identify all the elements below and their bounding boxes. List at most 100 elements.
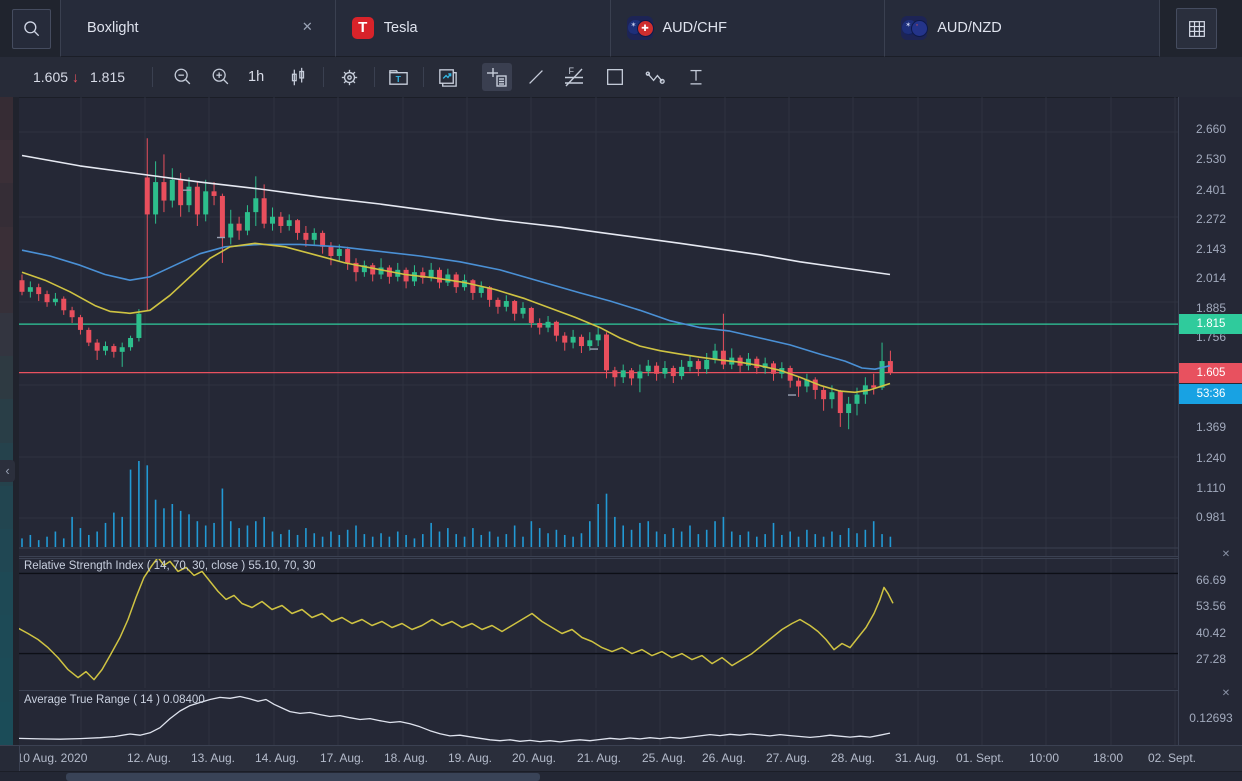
volume-bar bbox=[138, 461, 140, 547]
candle-body bbox=[211, 191, 217, 196]
volume-bar bbox=[497, 536, 499, 547]
horizontal-scrollbar bbox=[0, 771, 1242, 781]
volume-bar bbox=[764, 534, 766, 547]
volume-bar bbox=[271, 531, 274, 547]
time-axis-label: 10 Aug. 2020 bbox=[16, 751, 88, 765]
volume-bar bbox=[154, 499, 157, 547]
volume-bar bbox=[639, 522, 641, 547]
trend-line-tool-button[interactable] bbox=[524, 65, 548, 89]
volume-bar bbox=[422, 534, 424, 547]
candle-body bbox=[470, 280, 476, 293]
volume-bar bbox=[88, 534, 90, 547]
watchlist-color-block bbox=[0, 701, 13, 745]
rsi-line bbox=[19, 559, 894, 681]
tab-audchf[interactable]: ✚ AUD/CHF bbox=[610, 0, 886, 57]
volume-bar bbox=[321, 536, 324, 547]
time-axis-label: 19. Aug. bbox=[447, 751, 493, 765]
layout-grid-button[interactable] bbox=[1176, 8, 1217, 49]
zoom-out-icon bbox=[174, 68, 191, 85]
symbol-search-button[interactable] bbox=[12, 9, 51, 49]
volume-bar bbox=[104, 522, 107, 547]
rsi-pane-title: Relative Strength Index ( 14, 70, 30, cl… bbox=[24, 560, 316, 572]
price-axis[interactable]: 2.660 2.530 2.401 2.272 2.143 2.014 1.885 1.756… bbox=[1178, 97, 1242, 745]
volume-bar bbox=[455, 534, 457, 547]
volume-bar bbox=[255, 521, 257, 547]
volume-bar bbox=[680, 531, 683, 547]
candle-body bbox=[86, 329, 92, 343]
volume-bar bbox=[538, 528, 541, 547]
time-axis-label: 10:00 bbox=[1028, 751, 1060, 765]
zoom-out-button[interactable] bbox=[171, 65, 195, 89]
watchlist-color-block bbox=[0, 97, 13, 141]
volume-bar bbox=[672, 528, 675, 547]
volume-bar bbox=[847, 528, 850, 547]
rsi-indicator-pane[interactable] bbox=[19, 558, 1178, 688]
candle-body bbox=[704, 359, 710, 370]
candle-body bbox=[745, 358, 751, 366]
volume-bar bbox=[747, 531, 750, 547]
volume-bar bbox=[54, 531, 57, 547]
close-atr-pane-button[interactable]: ✕ bbox=[1221, 688, 1231, 699]
candle-body bbox=[403, 269, 409, 282]
volume-bar bbox=[263, 516, 265, 547]
volume-bar bbox=[62, 538, 65, 547]
volume-bar bbox=[789, 531, 791, 547]
tab-label: Boxlight bbox=[87, 20, 139, 36]
text-tool-button[interactable] bbox=[684, 65, 708, 89]
candle-body bbox=[437, 269, 442, 283]
fib-tool-button[interactable]: F bbox=[562, 65, 586, 89]
time-axis-label: 20. Aug. bbox=[511, 751, 557, 765]
scrollbar-handle[interactable] bbox=[66, 773, 540, 781]
volume-bar bbox=[221, 488, 224, 547]
candle-body bbox=[370, 265, 376, 275]
ma-yellow-line bbox=[21, 242, 891, 394]
atr-indicator-pane[interactable] bbox=[19, 690, 1178, 745]
volume-bar bbox=[597, 504, 599, 547]
tab-audnzd[interactable]: AUD/NZD bbox=[885, 0, 1160, 57]
ma-blue-line bbox=[21, 243, 891, 371]
tab-label: Tesla bbox=[383, 20, 418, 36]
expand-sidebar-button[interactable]: ‹ bbox=[0, 460, 15, 482]
settings-button[interactable] bbox=[337, 65, 361, 89]
candle-body bbox=[754, 358, 760, 369]
candle-body bbox=[303, 232, 309, 240]
rectangle-tool-button[interactable] bbox=[603, 65, 627, 89]
volume-bar bbox=[280, 534, 282, 547]
sidebar-gutter bbox=[13, 97, 19, 745]
candle-body bbox=[194, 186, 200, 215]
time-axis-label: 28. Aug. bbox=[830, 751, 876, 765]
templates-button[interactable]: T bbox=[386, 65, 410, 89]
candle-body bbox=[278, 216, 284, 226]
volume-bar bbox=[355, 525, 357, 547]
volume-bar bbox=[872, 521, 875, 547]
candle-body bbox=[645, 365, 651, 372]
chart-layout-button[interactable] bbox=[435, 65, 459, 89]
candle-body bbox=[94, 342, 100, 351]
watchlist-color-block bbox=[0, 658, 13, 702]
close-rsi-pane-button[interactable]: ✕ bbox=[1221, 549, 1231, 560]
volume-bar bbox=[37, 540, 40, 547]
layers-chart-icon bbox=[438, 68, 457, 87]
grid-icon bbox=[1188, 20, 1205, 37]
time-axis-label: 14. Aug. bbox=[254, 751, 300, 765]
price-axis-label: 2.660 bbox=[1195, 122, 1227, 136]
price-axis-label: 0.981 bbox=[1195, 510, 1227, 524]
tab-boxlight[interactable]: Boxlight ✕ bbox=[60, 0, 336, 57]
candle-body bbox=[144, 177, 150, 215]
time-axis-label: 18:00 bbox=[1092, 751, 1124, 765]
candle-body bbox=[537, 322, 543, 328]
crosshair-tool-button[interactable] bbox=[482, 63, 512, 91]
volume-bar bbox=[806, 529, 808, 547]
volume-bar bbox=[338, 534, 341, 547]
time-axis-label: 25. Aug. bbox=[641, 751, 687, 765]
candle-body bbox=[687, 361, 693, 367]
interval-selector[interactable]: 1h bbox=[248, 69, 265, 85]
time-axis[interactable]: 10 Aug. 2020 12. Aug. 13. Aug. 14. Aug. 17. … bbox=[0, 745, 1242, 771]
zoom-in-button[interactable] bbox=[209, 65, 233, 89]
tab-tesla[interactable]: T Tesla bbox=[335, 0, 611, 57]
chart-style-button[interactable] bbox=[286, 65, 310, 89]
polyline-tool-button[interactable] bbox=[643, 65, 667, 89]
volume-bar bbox=[146, 465, 149, 547]
close-tab-icon[interactable]: ✕ bbox=[301, 19, 313, 34]
main-price-chart[interactable] bbox=[19, 97, 1178, 557]
